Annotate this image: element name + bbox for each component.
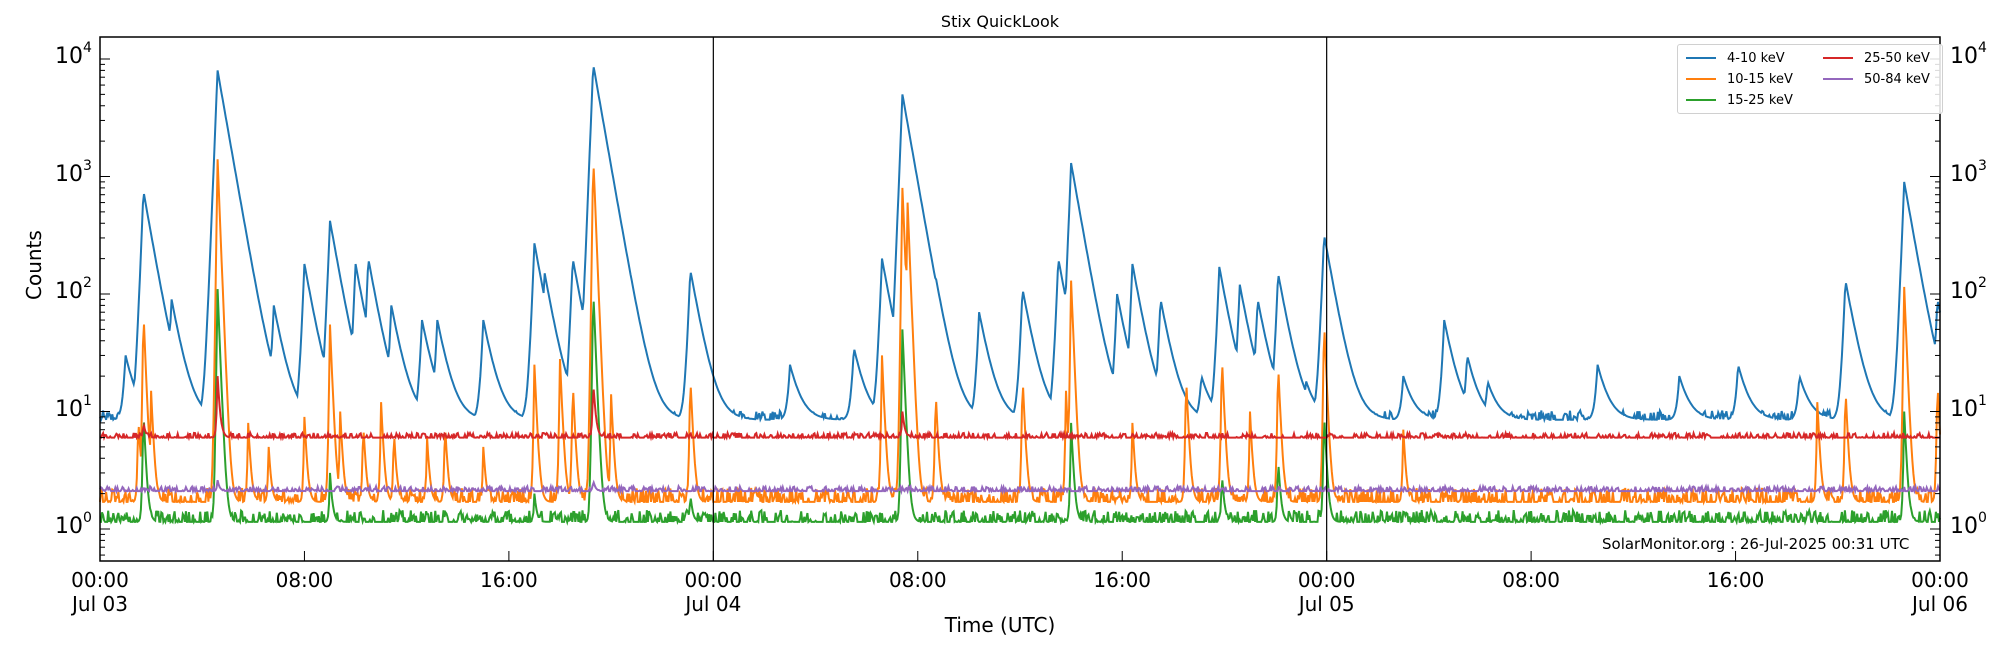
- y-tick-label-right: 101: [1950, 392, 1987, 422]
- legend-label: 15-25 keV: [1727, 92, 1793, 108]
- x-tick-label: 00:00 Jul 03: [71, 568, 129, 616]
- legend-item-25-50kev: 25-50 keV: [1823, 49, 1930, 67]
- y-tick-label-left: 103: [55, 157, 92, 187]
- y-tick-label-left: 100: [55, 510, 92, 539]
- legend-swatch: [1686, 99, 1716, 101]
- series-line-25-50kev: [100, 376, 1940, 442]
- x-tick-label: 08:00: [275, 568, 334, 592]
- data-series: [99, 67, 1941, 526]
- legend-label: 25-50 keV: [1864, 50, 1930, 66]
- legend-item-15-25kev: 15-25 keV: [1686, 91, 1793, 109]
- chart-title: Stix QuickLook: [940, 12, 1060, 31]
- legend-swatch: [1686, 78, 1716, 80]
- legend-label: 50-84 keV: [1864, 71, 1930, 87]
- x-tick-label: 16:00: [480, 568, 538, 592]
- x-tick-label: 00:00 Jul 06: [1911, 568, 1969, 616]
- legend-swatch: [1823, 57, 1853, 59]
- series-line-15-25kev: [100, 289, 1941, 526]
- legend-swatch: [1686, 57, 1716, 59]
- y-tick-label-right: 103: [1950, 157, 1987, 187]
- legend: 4-10 keV 10-15 keV 15-25 keV 25-50 keV 5…: [1677, 44, 1943, 114]
- x-tick-label: 16:00: [1093, 568, 1152, 592]
- x-tick-label: 08:00: [1502, 568, 1560, 592]
- legend-label: 4-10 keV: [1727, 50, 1785, 66]
- legend-label: 10-15 keV: [1727, 71, 1793, 87]
- y-tick-label-left: 102: [55, 275, 92, 304]
- y-tick-label-right: 100: [1950, 510, 1987, 539]
- series-line-4-10kev: [99, 67, 1941, 424]
- axes-frame: [99, 36, 1941, 562]
- legend-swatch: [1823, 78, 1853, 80]
- credit-text: SolarMonitor.org : 26-Jul-2025 00:31 UTC: [1602, 535, 1910, 553]
- y-tick-label-left: 104: [55, 40, 92, 69]
- y-tick-label-right: 104: [1950, 40, 1987, 69]
- series-line-50-84kev: [99, 479, 1941, 496]
- legend-item-50-84kev: 50-84 keV: [1823, 70, 1930, 88]
- legend-item-4-10kev: 4-10 keV: [1686, 49, 1785, 67]
- legend-item-10-15kev: 10-15 keV: [1686, 70, 1793, 88]
- y-tick-label-left: 101: [55, 392, 92, 422]
- y-tick-label-right: 102: [1950, 275, 1987, 304]
- x-axis-label: Time (UTC): [944, 613, 1056, 637]
- x-tick-label: 08:00: [888, 568, 947, 592]
- y-axis-label: Counts: [22, 230, 46, 300]
- x-tick-label: 00:00 Jul 05: [1297, 568, 1356, 616]
- x-tick-label: 16:00: [1706, 568, 1765, 592]
- x-tick-label: 00:00 Jul 04: [684, 568, 743, 616]
